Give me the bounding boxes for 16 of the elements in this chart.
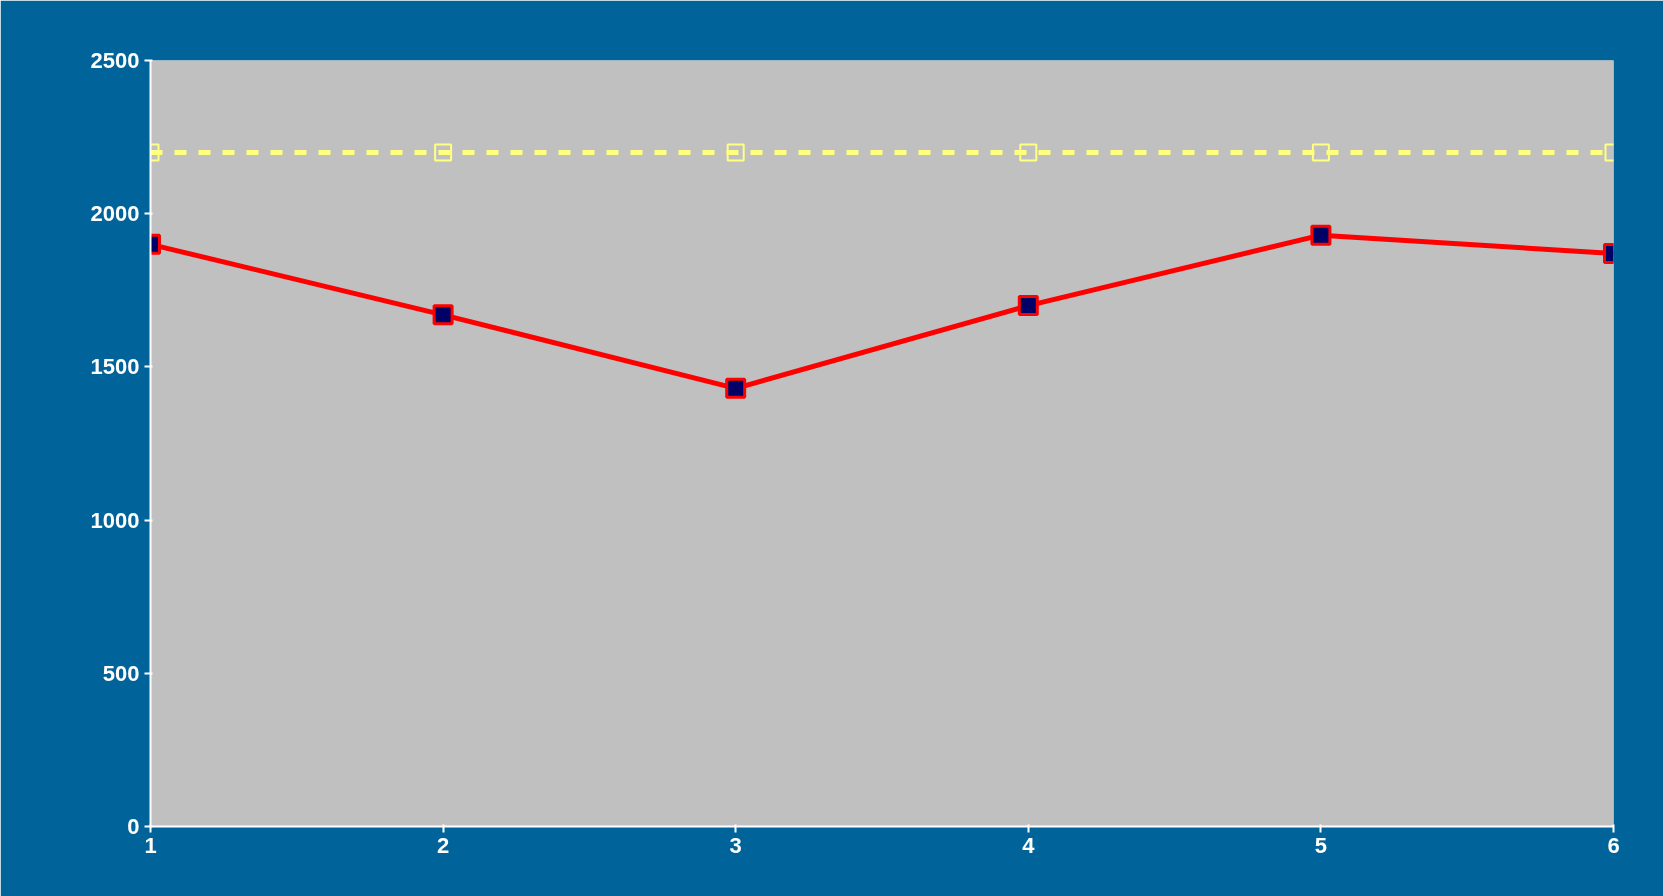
point (726, 143, 745, 162)
point (725, 377, 747, 399)
y-tick-label: 1000 (90, 507, 140, 533)
x-tick-label: 1 (144, 832, 157, 858)
y-tick-label: 0 (127, 814, 140, 839)
y-tick-label: 1500 (90, 354, 140, 380)
y-tick-label: 2000 (90, 201, 140, 227)
x-tick-label: 2 (436, 832, 450, 858)
point (1017, 295, 1039, 317)
x-tick-label: 3 (729, 832, 742, 858)
point (1019, 143, 1038, 162)
x-tick-label: 6 (1607, 832, 1620, 858)
y-tick-label: 500 (102, 660, 140, 686)
x-tick-label: 5 (1314, 832, 1328, 858)
y-tick-label: 2500 (90, 48, 140, 73)
x-tick-label: 4 (1022, 832, 1036, 858)
